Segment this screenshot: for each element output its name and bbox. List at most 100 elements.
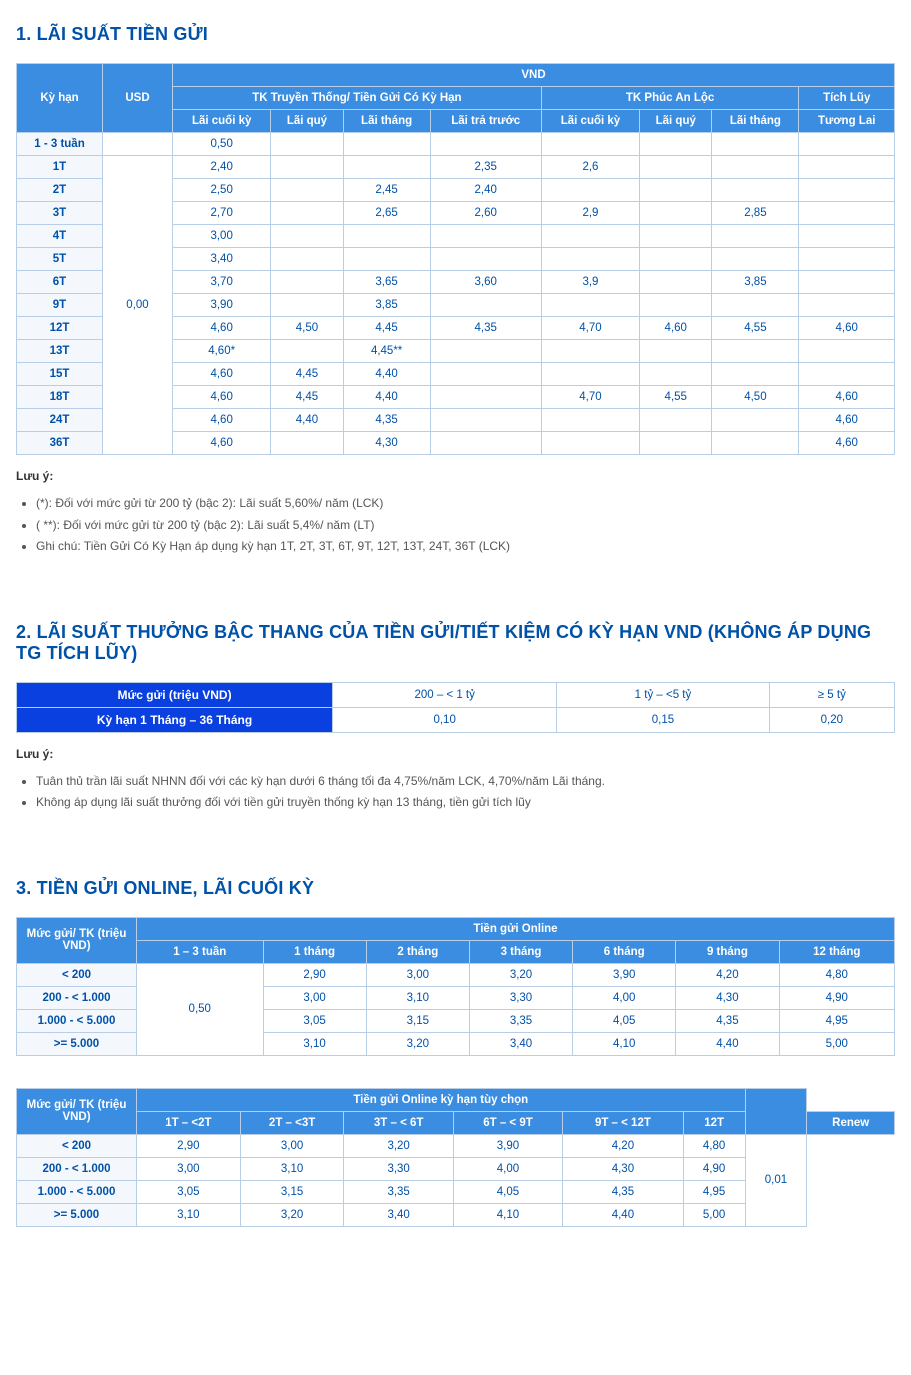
table-cell xyxy=(430,363,541,386)
table-cell: 2,60 xyxy=(430,202,541,225)
table-cell: 4,60 xyxy=(173,386,271,409)
table-cell: 3,85 xyxy=(343,294,430,317)
s2-row2-label: Kỳ hạn 1 Tháng – 36 Tháng xyxy=(17,707,333,732)
table-row-key: 200 - < 1.000 xyxy=(17,1157,137,1180)
table-cell: 4,70 xyxy=(541,386,639,409)
section1-note-label: Lưu ý: xyxy=(16,469,895,483)
table-row-key: >= 5.000 xyxy=(17,1203,137,1226)
table-cell: 4,20 xyxy=(676,963,779,986)
table-cell: 4,45 xyxy=(271,386,343,409)
table-cell xyxy=(430,225,541,248)
table-cell: 4,95 xyxy=(779,1009,894,1032)
s3t2-empty xyxy=(745,1088,807,1134)
col-header: 1 – 3 tuần xyxy=(137,940,264,963)
table-cell: 3,85 xyxy=(712,271,799,294)
s2-r2-c3: 0,20 xyxy=(769,707,894,732)
table-cell xyxy=(271,271,343,294)
table-cell xyxy=(712,340,799,363)
table-cell xyxy=(640,363,712,386)
table-cell xyxy=(799,271,895,294)
table-cell: 2,65 xyxy=(343,202,430,225)
s3t1-grouphead: Tiền gửi Online xyxy=(137,917,895,940)
table-row-key: 5T xyxy=(17,248,103,271)
table-cell: 5,00 xyxy=(779,1032,894,1055)
table-cell: 4,05 xyxy=(573,1009,676,1032)
table-cell: 3,9 xyxy=(541,271,639,294)
table-cell xyxy=(430,386,541,409)
table-cell: 4,60 xyxy=(173,363,271,386)
table-row-key: 1.000 - < 5.000 xyxy=(17,1180,137,1203)
usd-cell: 0,00 xyxy=(103,156,173,455)
table-row-key: 6T xyxy=(17,271,103,294)
table-cell xyxy=(712,409,799,432)
table-cell: 2,85 xyxy=(712,202,799,225)
table-cell xyxy=(640,248,712,271)
table-cell xyxy=(640,271,712,294)
s2-r2-c1: 0,10 xyxy=(333,707,557,732)
table-cell xyxy=(271,179,343,202)
table-cell xyxy=(541,179,639,202)
table-cell xyxy=(271,156,343,179)
col-header: 9T – < 12T xyxy=(563,1111,684,1134)
table-cell: 4,10 xyxy=(573,1032,676,1055)
table-cell xyxy=(541,294,639,317)
table-cell: 4,80 xyxy=(683,1134,745,1157)
col-header: 3T – < 6T xyxy=(344,1111,453,1134)
note-item: (*): Đối với mức gửi từ 200 tỷ (bậc 2): … xyxy=(36,493,895,515)
table-cell: 3,30 xyxy=(469,986,572,1009)
table-cell: 2,90 xyxy=(263,963,366,986)
table-row-key: 18T xyxy=(17,386,103,409)
table-cell: 2,6 xyxy=(541,156,639,179)
section3-table2: Mức gửi/ TK (triệu VND) Tiền gửi Online … xyxy=(16,1088,895,1227)
table-row-key: 13T xyxy=(17,340,103,363)
table-row-key: < 200 xyxy=(17,1134,137,1157)
table-cell xyxy=(271,133,343,156)
col-lck: Lãi cuối kỳ xyxy=(173,110,271,133)
table-cell: 4,90 xyxy=(779,986,894,1009)
table-cell: 3,00 xyxy=(240,1134,344,1157)
table-cell xyxy=(799,202,895,225)
table-cell: 2,35 xyxy=(430,156,541,179)
note-item: ( **): Đối với mức gửi từ 200 tỷ (bậc 2)… xyxy=(36,515,895,537)
col-header: Renew xyxy=(807,1111,895,1134)
col-lq2: Lãi quý xyxy=(640,110,712,133)
table-cell xyxy=(640,133,712,156)
table-row-key: 15T xyxy=(17,363,103,386)
table-cell xyxy=(712,225,799,248)
note-item: Ghi chú: Tiền Gửi Có Kỳ Hạn áp dụng kỳ h… xyxy=(36,536,895,558)
table-cell: 4,40 xyxy=(343,363,430,386)
table-cell: 4,60 xyxy=(173,432,271,455)
col-lq: Lãi quý xyxy=(271,110,343,133)
table-cell: 3,35 xyxy=(469,1009,572,1032)
table-cell xyxy=(541,340,639,363)
col-usd: USD xyxy=(103,64,173,133)
s2-r1-c1: 200 – < 1 tỷ xyxy=(333,682,557,707)
table-cell: 3,70 xyxy=(173,271,271,294)
col-header: 6 tháng xyxy=(573,940,676,963)
table-cell: 2,9 xyxy=(541,202,639,225)
table-cell xyxy=(271,432,343,455)
table-cell: 3,10 xyxy=(263,1032,366,1055)
table-cell xyxy=(640,294,712,317)
s2-r1-c2: 1 tỷ – <5 tỷ xyxy=(557,682,769,707)
table-cell xyxy=(712,294,799,317)
section2-title: 2. LÃI SUẤT THƯỞNG BẬC THANG CỦA TIỀN GỬ… xyxy=(16,622,895,664)
table-cell: 4,60 xyxy=(173,409,271,432)
table-cell: 3,00 xyxy=(366,963,469,986)
table-cell xyxy=(799,225,895,248)
table-row-key: 12T xyxy=(17,317,103,340)
table-cell xyxy=(430,432,541,455)
table-cell xyxy=(712,432,799,455)
table-cell xyxy=(541,363,639,386)
table-cell xyxy=(271,248,343,271)
table-cell: 2,40 xyxy=(430,179,541,202)
table-cell xyxy=(343,225,430,248)
col-header: 2T – <3T xyxy=(240,1111,344,1134)
col-lck2: Lãi cuối kỳ xyxy=(541,110,639,133)
col-tkpal: TK Phúc An Lộc xyxy=(541,87,799,110)
table-cell: 3,35 xyxy=(344,1180,453,1203)
section2-table: Mức gửi (triệu VND) 200 – < 1 tỷ 1 tỷ – … xyxy=(16,682,895,733)
table-cell: 2,90 xyxy=(137,1134,241,1157)
table-cell xyxy=(799,156,895,179)
table-cell: 4,30 xyxy=(563,1157,684,1180)
